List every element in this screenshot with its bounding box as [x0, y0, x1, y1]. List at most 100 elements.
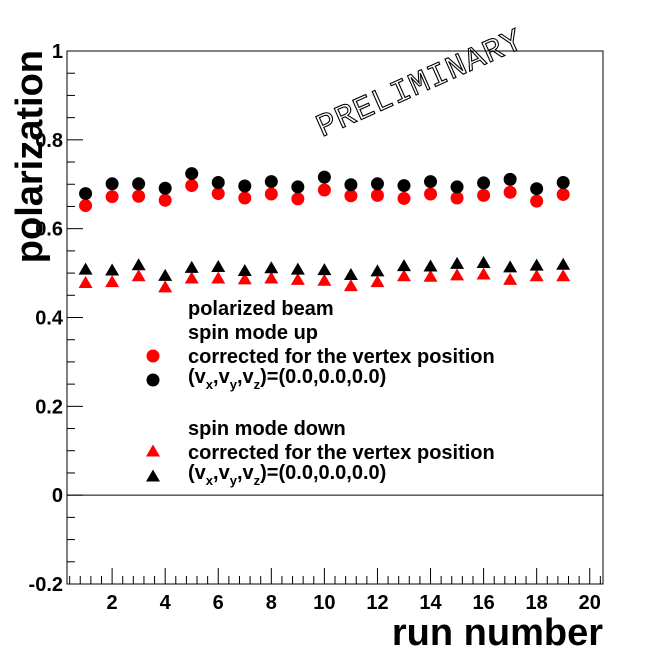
data-point-s3-triangle	[423, 259, 438, 272]
data-point-s0-circle	[344, 189, 358, 203]
data-point-s3-triangle	[450, 256, 465, 269]
data-point-s1-circle	[503, 172, 517, 186]
data-point-s3-triangle	[78, 262, 93, 275]
legend: polarized beam spin mode up corrected fo…	[146, 298, 495, 488]
legend-label-down-corrected: corrected for the vertex position	[188, 442, 495, 464]
data-point-s1-circle	[424, 175, 438, 189]
data-point-s3-triangle	[237, 263, 252, 276]
data-point-s3-triangle	[211, 259, 226, 272]
data-point-s2-triangle	[78, 275, 93, 288]
data-point-s1-circle	[344, 178, 358, 192]
data-point-s1-circle	[530, 182, 544, 196]
x-tick-label: 6	[213, 592, 224, 614]
legend-marker-black-circle	[146, 373, 160, 387]
data-point-s2-triangle	[529, 269, 544, 282]
data-point-s3-triangle	[503, 260, 518, 273]
data-point-s0-circle	[211, 187, 225, 201]
data-point-s3-triangle	[556, 257, 571, 270]
data-point-s0-circle	[317, 183, 331, 197]
data-point-s1-circle	[317, 170, 331, 184]
data-point-s0-circle	[79, 199, 93, 213]
data-point-s2-triangle	[184, 271, 199, 284]
data-point-s2-triangle	[317, 273, 332, 286]
data-point-s2-triangle	[396, 269, 411, 282]
data-point-s1-circle	[556, 175, 570, 189]
y-tick-label: 0.8	[35, 130, 63, 152]
data-point-s2-triangle	[556, 269, 571, 282]
data-point-s2-triangle	[264, 271, 279, 284]
legend-down-sub-z: z	[254, 473, 261, 488]
data-point-s1-circle	[79, 187, 93, 201]
legend-down-sub-x: x	[206, 473, 214, 488]
legend-up-part-6: )=(0.0,0.0,0.0)	[260, 366, 386, 388]
data-point-s3-triangle	[184, 260, 199, 273]
data-point-s2-triangle	[290, 272, 305, 285]
data-point-s3-triangle	[158, 268, 173, 281]
data-point-s2-triangle	[343, 279, 358, 292]
y-axis-title: polarization	[9, 50, 51, 263]
data-point-s1-circle	[158, 181, 172, 195]
data-point-s0-circle	[450, 191, 464, 205]
data-point-s2-triangle	[476, 267, 491, 280]
data-point-s3-triangle	[105, 263, 120, 276]
data-point-s2-triangle	[105, 275, 120, 288]
data-point-s3-triangle	[476, 255, 491, 268]
legend-marker-black-triangle	[146, 469, 160, 482]
data-point-s2-triangle	[131, 269, 146, 282]
legend-up-part-0: (v	[188, 366, 207, 388]
y-tick-label: 0.2	[35, 396, 63, 418]
y-tick-label: 0.6	[35, 219, 63, 241]
data-point-s2-triangle	[237, 272, 252, 285]
data-marks-group	[78, 167, 571, 293]
legend-down-sub-y: y	[230, 473, 238, 488]
data-point-s1-circle	[450, 180, 464, 194]
legend-header-polarized-beam: polarized beam	[188, 298, 334, 320]
legend-down-part-2: ,v	[213, 462, 231, 484]
legend-label-down-uncorrected: (vx,vy,vz)=(0.0,0.0,0.0)	[188, 462, 386, 488]
data-point-s2-triangle	[370, 275, 385, 288]
data-point-s0-circle	[556, 187, 570, 201]
legend-label-up-uncorrected: (vx,vy,vz)=(0.0,0.0,0.0)	[188, 366, 386, 392]
data-point-s0-circle	[132, 189, 146, 203]
data-point-s1-circle	[185, 167, 199, 181]
legend-up-part-4: ,v	[237, 366, 255, 388]
data-point-s3-triangle	[290, 262, 305, 275]
data-point-s3-triangle	[396, 259, 411, 272]
legend-down-part-6: )=(0.0,0.0,0.0)	[260, 462, 386, 484]
legend-up-sub-z: z	[254, 377, 261, 392]
data-point-s0-circle	[185, 179, 199, 193]
x-tick-label: 16	[472, 592, 494, 614]
data-point-s0-circle	[105, 190, 119, 204]
y-tick-label: -0.2	[29, 574, 63, 596]
x-tick-label: 4	[160, 592, 172, 614]
legend-label-up-corrected: corrected for the vertex position	[188, 346, 495, 368]
legend-up-sub-x: x	[206, 377, 214, 392]
data-point-s2-triangle	[450, 268, 465, 281]
data-point-s1-circle	[370, 177, 384, 191]
legend-down-part-4: ,v	[237, 462, 255, 484]
data-point-s0-circle	[370, 188, 384, 202]
data-point-s0-circle	[238, 191, 252, 205]
x-tick-label: 10	[313, 592, 335, 614]
data-point-s1-circle	[238, 179, 252, 193]
y-tick-label: 1	[52, 41, 63, 63]
x-tick-label: 12	[366, 592, 388, 614]
data-point-s1-circle	[132, 177, 146, 191]
data-point-s2-triangle	[423, 269, 438, 282]
data-point-s0-circle	[158, 193, 172, 207]
data-point-s1-circle	[105, 177, 119, 191]
data-point-s3-triangle	[370, 264, 385, 277]
legend-header-spin-mode-up: spin mode up	[188, 322, 318, 344]
data-point-s0-circle	[503, 185, 517, 199]
data-point-s3-triangle	[529, 258, 544, 271]
legend-up-sub-y: y	[230, 377, 238, 392]
data-point-s1-circle	[264, 175, 278, 189]
axes-group: -0.200.20.40.60.812 4 6 8 10 12 14 16 18 20	[29, 41, 604, 614]
x-tick-label: 8	[266, 592, 277, 614]
y-tick-label: 0	[52, 485, 63, 507]
legend-marker-red-triangle	[146, 444, 160, 457]
data-point-s0-circle	[477, 188, 491, 202]
data-point-s0-circle	[397, 191, 411, 205]
x-tick-label: 14	[419, 592, 442, 614]
